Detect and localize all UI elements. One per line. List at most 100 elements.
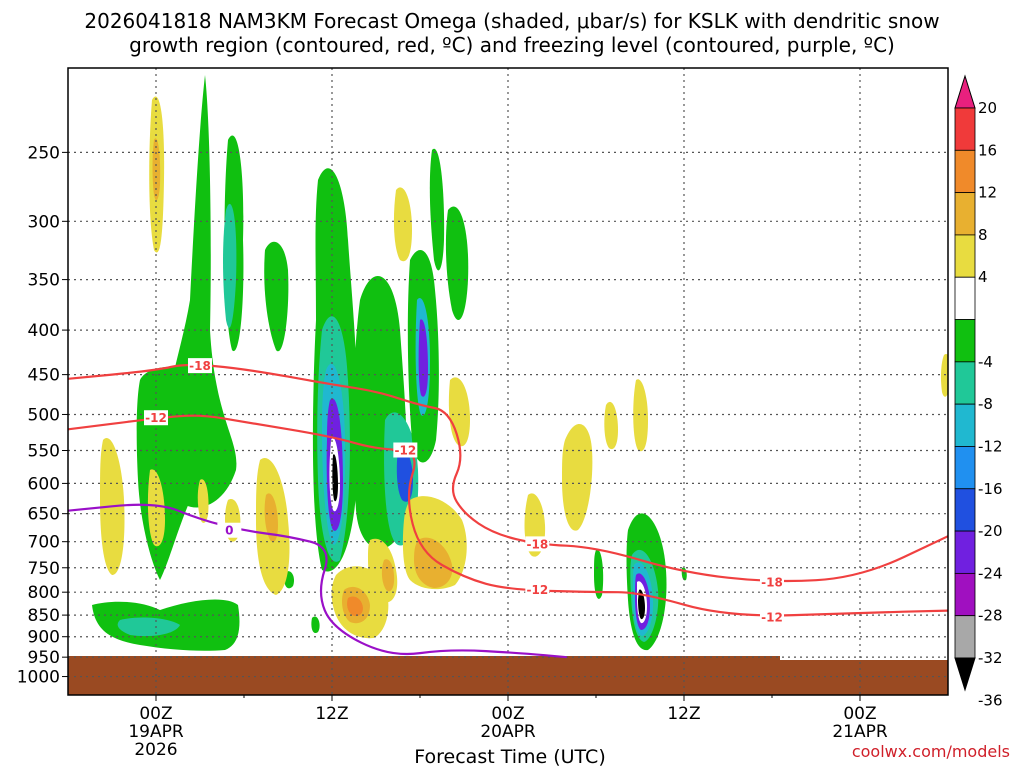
colorbar-bin <box>954 319 976 363</box>
contour-label: -12 <box>526 583 548 597</box>
colorbar-label: -4 <box>978 353 993 371</box>
x-tick-label: 20APR <box>480 722 536 742</box>
x-tick-label: 2026 <box>134 740 177 760</box>
omega-cell <box>414 537 453 588</box>
contour-label: -18 <box>526 537 548 551</box>
contour-label-bg <box>144 410 168 426</box>
contour-label-bg <box>525 581 550 597</box>
contour-label-bg <box>760 574 784 590</box>
x-tick-label: 21APR <box>832 722 888 742</box>
colorbar-bottom-arrow <box>954 657 976 692</box>
ground-surface-notch <box>780 656 948 660</box>
colorbar-label: 20 <box>978 99 997 117</box>
colorbar-bin <box>954 234 976 278</box>
chart-title-line2: growth region (contoured, red, ºC) and f… <box>129 33 895 57</box>
y-axis-ticks: 2503003504004505005506006507007508008509… <box>17 143 68 688</box>
contour-labels: -18 -12 -12 -18 -12 -18 -12 0 <box>144 358 784 625</box>
credit-text: coolwx.com/models <box>852 742 1010 761</box>
omega-cell <box>445 206 469 320</box>
y-tick-label: 450 <box>28 366 60 386</box>
x-axis-label: Forecast Time (UTC) <box>414 746 605 768</box>
colorbar-bin <box>954 107 976 151</box>
colorbar-bin <box>954 615 976 659</box>
contour-label: 0 <box>225 524 233 538</box>
omega-cell <box>638 589 645 620</box>
colorbar-bin <box>954 361 976 405</box>
omega-cell <box>418 319 428 397</box>
x-tick-label: 12Z <box>315 704 348 724</box>
colorbar-label: 8 <box>978 226 988 244</box>
omega-cell <box>594 549 604 599</box>
colorbar: 20 16 12 8 4 -4 -8 -12 -16 -20 -24 -28 -32 -36 <box>954 74 1003 709</box>
colorbar-bin <box>954 192 976 236</box>
omega-cell <box>429 148 445 271</box>
colorbar-bin <box>954 530 976 574</box>
y-tick-label: 300 <box>28 212 60 232</box>
x-tick-label: 19APR <box>128 722 184 742</box>
contour-label: -18 <box>761 576 783 590</box>
contour-line--18 <box>68 363 948 583</box>
y-tick-label: 850 <box>28 606 60 626</box>
colorbar-label: -28 <box>978 607 1003 625</box>
y-tick-label: 600 <box>28 474 60 494</box>
omega-cell <box>604 401 618 450</box>
omega-cell <box>117 617 180 637</box>
contour-line--12 <box>68 414 948 617</box>
contour-label: -12 <box>394 444 416 458</box>
contour-label: -12 <box>761 610 783 624</box>
colorbar-label: -12 <box>978 437 1003 455</box>
omega-cell <box>264 241 289 352</box>
y-tick-label: 550 <box>28 442 60 462</box>
omega-cell <box>633 379 648 452</box>
colorbar-label: -8 <box>978 395 993 413</box>
colorbar-label: 4 <box>978 268 988 286</box>
omega-cell <box>940 354 948 397</box>
y-tick-label: 950 <box>28 648 60 668</box>
contour-label: -18 <box>189 359 211 373</box>
x-tick-label: 00Z <box>491 704 524 724</box>
colorbar-label: -36 <box>978 691 1003 709</box>
y-tick-label: 750 <box>28 559 60 579</box>
colorbar-bin <box>954 572 976 617</box>
contour-label-bg <box>188 358 212 374</box>
omega-cell <box>223 203 237 328</box>
omega-cell <box>197 479 209 523</box>
omega-cell <box>152 138 161 201</box>
contour-label-bg <box>760 609 784 625</box>
contour-label-bg <box>217 522 242 538</box>
contour-label-bg <box>393 442 418 458</box>
y-tick-label: 800 <box>28 583 60 603</box>
y-tick-label: 500 <box>28 405 60 425</box>
x-tick-label: 12Z <box>667 704 700 724</box>
colorbar-bin <box>954 488 976 532</box>
omega-cell <box>393 187 412 262</box>
x-tick-label: 00Z <box>843 704 876 724</box>
colorbar-label: 12 <box>978 184 997 202</box>
x-tick-label: 00Z <box>139 704 172 724</box>
y-tick-label: 400 <box>28 321 60 341</box>
y-tick-label: 650 <box>28 505 60 525</box>
contour-lines <box>68 363 948 659</box>
omega-cell <box>347 596 363 617</box>
omega-cell <box>332 454 338 502</box>
colorbar-bin <box>954 403 976 447</box>
omega-cell <box>381 559 395 592</box>
chart-title-line1: 2026041818 NAM3KM Forecast Omega (shaded… <box>84 9 939 33</box>
y-tick-label: 350 <box>28 271 60 291</box>
colorbar-bin <box>954 149 976 194</box>
colorbar-label: -20 <box>978 522 1003 540</box>
y-tick-label: 1000 <box>17 668 60 688</box>
colorbar-top-arrow <box>954 74 976 109</box>
colorbar-label: -24 <box>978 564 1003 582</box>
colorbar-label: -16 <box>978 480 1003 498</box>
colorbar-bin <box>954 276 976 320</box>
colorbar-label: 16 <box>978 141 997 159</box>
colorbar-label: -32 <box>978 649 1003 667</box>
contour-line-0 <box>68 503 567 659</box>
omega-cell <box>264 493 278 542</box>
y-tick-label: 250 <box>28 143 60 163</box>
colorbar-bin <box>954 446 976 490</box>
y-tick-label: 900 <box>28 628 60 648</box>
